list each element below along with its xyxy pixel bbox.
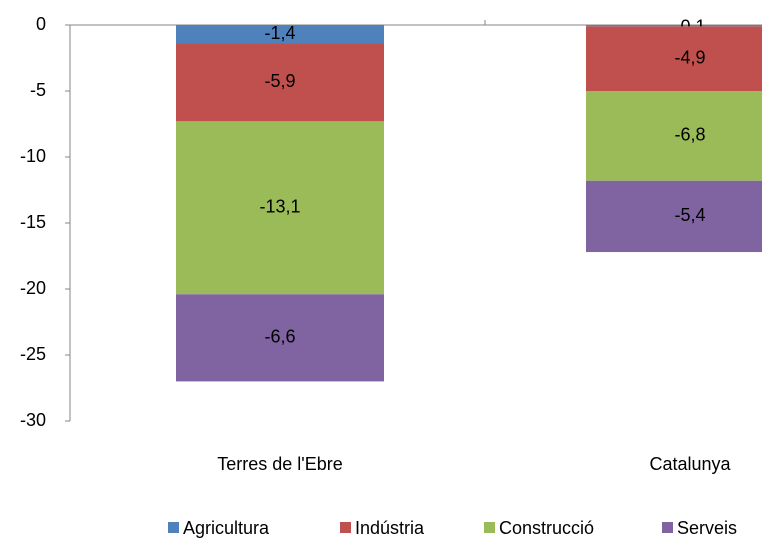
legend-swatch bbox=[340, 522, 351, 533]
legend-swatch bbox=[168, 522, 179, 533]
data-label: -13,1 bbox=[259, 197, 300, 217]
legend-label: Construcció bbox=[499, 518, 594, 538]
y-tick-label: -10 bbox=[20, 146, 46, 166]
data-label: -6,8 bbox=[674, 125, 705, 145]
data-label: -5,9 bbox=[264, 71, 295, 91]
bar-segment bbox=[176, 121, 384, 295]
y-tick-label: -30 bbox=[20, 410, 46, 430]
legend-swatch bbox=[662, 522, 673, 533]
bar-segment bbox=[176, 294, 384, 382]
y-tick-label: -25 bbox=[20, 344, 46, 364]
bar-segment bbox=[586, 180, 762, 253]
data-label: -1,4 bbox=[264, 23, 295, 43]
data-label: -6,6 bbox=[264, 327, 295, 347]
legend-label: Serveis bbox=[677, 518, 737, 538]
y-tick-label: -5 bbox=[30, 80, 46, 100]
y-tick-label: 0 bbox=[36, 14, 46, 34]
bar-segment bbox=[586, 91, 762, 181]
bar-segment bbox=[586, 25, 762, 27]
bar-segment bbox=[586, 26, 762, 91]
legend-swatch bbox=[484, 522, 495, 533]
x-tick-label: Terres de l'Ebre bbox=[217, 454, 343, 474]
legend-label: Indústria bbox=[355, 518, 425, 538]
y-tick-label: -15 bbox=[20, 212, 46, 232]
bar-segment bbox=[176, 25, 384, 44]
data-label: -4,9 bbox=[674, 47, 705, 67]
x-tick-label: Catalunya bbox=[649, 454, 731, 474]
data-label: -5,4 bbox=[674, 205, 705, 225]
legend-label: Agricultura bbox=[183, 518, 270, 538]
bar-segment bbox=[176, 43, 384, 122]
y-tick-label: -20 bbox=[20, 278, 46, 298]
